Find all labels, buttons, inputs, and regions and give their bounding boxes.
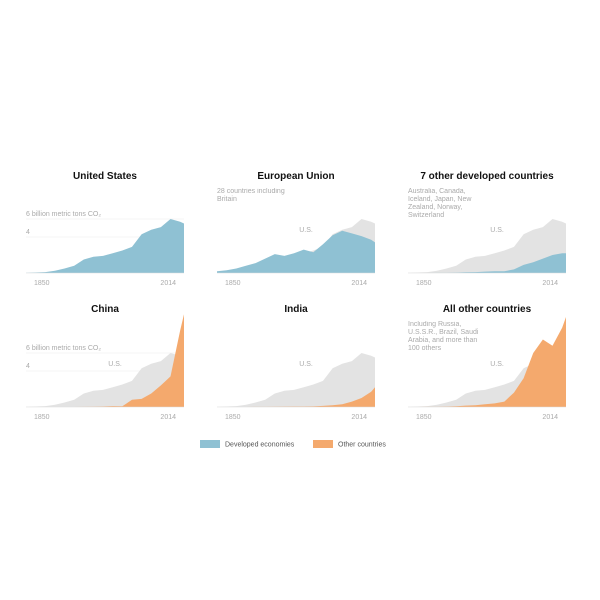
area	[408, 317, 566, 407]
area	[408, 219, 566, 273]
panel-title: 7 other developed countries	[420, 171, 554, 182]
series-label: U.S.	[299, 227, 313, 234]
series-label: U.S.	[299, 361, 313, 368]
legend-label: Developed economies	[225, 442, 295, 449]
x-tick-label: 1850	[225, 414, 241, 421]
panel-note: Including Russia, U.S.S.R., Brazil, Saud…	[408, 321, 479, 352]
area	[217, 387, 375, 407]
x-tick-label: 1850	[34, 280, 50, 287]
legend-label: Other countries	[338, 442, 386, 449]
x-tick-label: 2014	[351, 280, 367, 287]
panel: United States 4 6 billion metric tons CO₂ 1…	[26, 171, 184, 287]
panel-title: European Union	[257, 171, 334, 182]
panel-note: Australia, Canada, Iceland, Japan, New Z…	[408, 188, 472, 219]
x-tick-label: 1850	[416, 280, 432, 287]
area	[26, 219, 184, 273]
area	[408, 253, 566, 273]
x-tick-label: 1850	[225, 280, 241, 287]
legend-swatch	[313, 440, 333, 448]
series-label: U.S.	[108, 361, 122, 368]
note-box: Including Russia, U.S.S.R., Brazil, Saud…	[408, 321, 479, 352]
y-tick-label: 6 billion metric tons CO₂	[26, 211, 101, 218]
panel-title: United States	[73, 171, 137, 182]
panel-title: India	[284, 304, 308, 315]
series-label: U.S.	[490, 227, 504, 234]
y-tick-label: 4	[26, 229, 30, 236]
panel-title: China	[91, 304, 119, 315]
panel: China U.S. 4 6 billion metric tons CO₂ 1850 2…	[26, 304, 184, 421]
legend-swatch	[200, 440, 220, 448]
area	[26, 353, 184, 407]
x-tick-label: 2014	[160, 280, 176, 287]
x-tick-label: 2014	[351, 414, 367, 421]
note-box: Australia, Canada, Iceland, Japan, New Z…	[408, 188, 472, 219]
panel-title: All other countries	[443, 304, 532, 315]
panel-note: 28 countries including Britain	[217, 188, 285, 203]
panel: 7 other developed countries U.S. 1850 2014 A…	[408, 171, 566, 287]
panel: India U.S. 1850 2014	[217, 304, 375, 421]
y-tick-label: 6 billion metric tons CO₂	[26, 345, 101, 352]
x-tick-label: 2014	[542, 280, 558, 287]
panel: All other countries U.S. 1850 2014 Including…	[408, 304, 566, 421]
area	[26, 314, 184, 407]
x-tick-label: 1850	[34, 414, 50, 421]
panel: European Union U.S. 1850 2014 28 countries i…	[217, 171, 375, 287]
x-tick-label: 1850	[416, 414, 432, 421]
x-tick-label: 2014	[160, 414, 176, 421]
x-tick-label: 2014	[542, 414, 558, 421]
y-tick-label: 4	[26, 363, 30, 370]
series-label: U.S.	[490, 361, 504, 368]
note-box: 28 countries including Britain	[217, 188, 285, 203]
area	[217, 353, 375, 407]
area	[217, 230, 375, 273]
